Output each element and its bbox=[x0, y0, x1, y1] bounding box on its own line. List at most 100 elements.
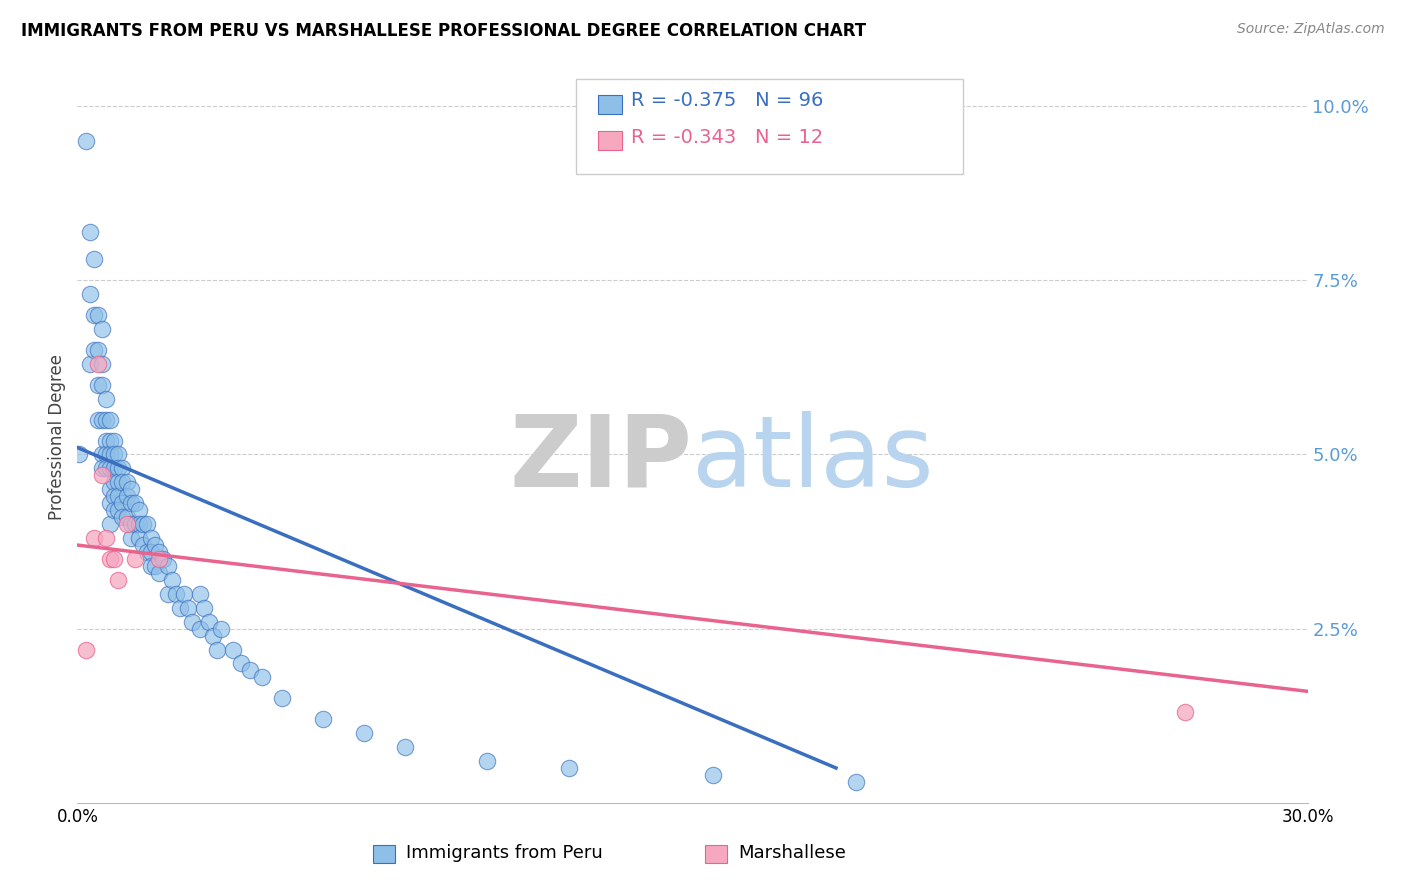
Point bbox=[103, 434, 125, 448]
Point bbox=[141, 545, 163, 559]
Point bbox=[111, 461, 134, 475]
Text: Marshallese: Marshallese bbox=[738, 844, 846, 862]
Point bbox=[94, 531, 117, 545]
Point bbox=[148, 545, 170, 559]
Y-axis label: Professional Degree: Professional Degree bbox=[48, 354, 66, 520]
Point bbox=[83, 531, 105, 545]
Point bbox=[103, 475, 125, 490]
Point bbox=[124, 496, 146, 510]
Point bbox=[124, 552, 146, 566]
Point bbox=[702, 768, 724, 782]
Point bbox=[132, 517, 155, 532]
Point bbox=[177, 600, 200, 615]
Point bbox=[120, 483, 142, 497]
Point bbox=[120, 517, 142, 532]
Point bbox=[156, 587, 179, 601]
Point bbox=[90, 412, 114, 426]
Text: R = -0.343   N = 12: R = -0.343 N = 12 bbox=[631, 128, 823, 147]
Point bbox=[90, 468, 114, 483]
Point bbox=[98, 448, 121, 462]
Point bbox=[143, 558, 166, 573]
Point bbox=[83, 252, 105, 267]
Point bbox=[87, 343, 110, 357]
Point bbox=[250, 670, 273, 684]
Point bbox=[173, 587, 195, 601]
Point bbox=[98, 461, 121, 475]
Point bbox=[98, 552, 121, 566]
Point bbox=[136, 545, 159, 559]
Point bbox=[107, 489, 129, 503]
Point bbox=[209, 622, 232, 636]
Point bbox=[169, 600, 191, 615]
Point bbox=[94, 412, 117, 426]
Point bbox=[193, 600, 215, 615]
Point bbox=[115, 510, 138, 524]
Point bbox=[103, 448, 125, 462]
Point bbox=[1174, 705, 1197, 719]
Point bbox=[141, 531, 163, 545]
Point bbox=[98, 517, 121, 532]
Point bbox=[111, 496, 134, 510]
Text: Immigrants from Peru: Immigrants from Peru bbox=[406, 844, 603, 862]
Point bbox=[353, 726, 375, 740]
Point bbox=[103, 503, 125, 517]
Point bbox=[111, 510, 134, 524]
Point bbox=[156, 558, 179, 573]
Point bbox=[75, 642, 97, 657]
FancyBboxPatch shape bbox=[598, 131, 623, 151]
Point bbox=[98, 496, 121, 510]
Text: ZIP: ZIP bbox=[509, 410, 693, 508]
Text: Source: ZipAtlas.com: Source: ZipAtlas.com bbox=[1237, 22, 1385, 37]
Point bbox=[115, 475, 138, 490]
Point bbox=[222, 642, 245, 657]
Point bbox=[83, 308, 105, 322]
Point bbox=[107, 461, 129, 475]
Point bbox=[165, 587, 187, 601]
Point bbox=[136, 517, 159, 532]
Point bbox=[120, 496, 142, 510]
Point bbox=[67, 448, 90, 462]
Point bbox=[115, 517, 138, 532]
Point bbox=[90, 377, 114, 392]
Point bbox=[79, 287, 101, 301]
Point bbox=[111, 475, 134, 490]
Point bbox=[103, 552, 125, 566]
Point bbox=[94, 461, 117, 475]
Point bbox=[124, 517, 146, 532]
Point bbox=[103, 489, 125, 503]
Text: IMMIGRANTS FROM PERU VS MARSHALLESE PROFESSIONAL DEGREE CORRELATION CHART: IMMIGRANTS FROM PERU VS MARSHALLESE PROF… bbox=[21, 22, 866, 40]
Point bbox=[148, 552, 170, 566]
Point bbox=[143, 538, 166, 552]
Point bbox=[107, 475, 129, 490]
Point bbox=[98, 483, 121, 497]
Point bbox=[98, 412, 121, 426]
Point bbox=[94, 448, 117, 462]
Point bbox=[239, 664, 262, 678]
Point bbox=[312, 712, 335, 726]
Point bbox=[128, 503, 150, 517]
Point bbox=[128, 531, 150, 545]
Point bbox=[103, 461, 125, 475]
FancyBboxPatch shape bbox=[704, 846, 727, 863]
Point bbox=[83, 343, 105, 357]
Point bbox=[205, 642, 228, 657]
FancyBboxPatch shape bbox=[575, 78, 963, 174]
Point bbox=[107, 448, 129, 462]
Point bbox=[79, 225, 101, 239]
Point bbox=[87, 357, 110, 371]
Point bbox=[141, 558, 163, 573]
Point bbox=[188, 622, 212, 636]
Point bbox=[90, 448, 114, 462]
FancyBboxPatch shape bbox=[373, 846, 395, 863]
Point bbox=[90, 461, 114, 475]
Point bbox=[181, 615, 204, 629]
Point bbox=[188, 587, 212, 601]
Point bbox=[75, 134, 97, 148]
Point bbox=[94, 392, 117, 406]
Point bbox=[231, 657, 253, 671]
Point bbox=[90, 322, 114, 336]
Point bbox=[87, 412, 110, 426]
Point bbox=[120, 531, 142, 545]
Point bbox=[558, 761, 581, 775]
Point bbox=[94, 434, 117, 448]
